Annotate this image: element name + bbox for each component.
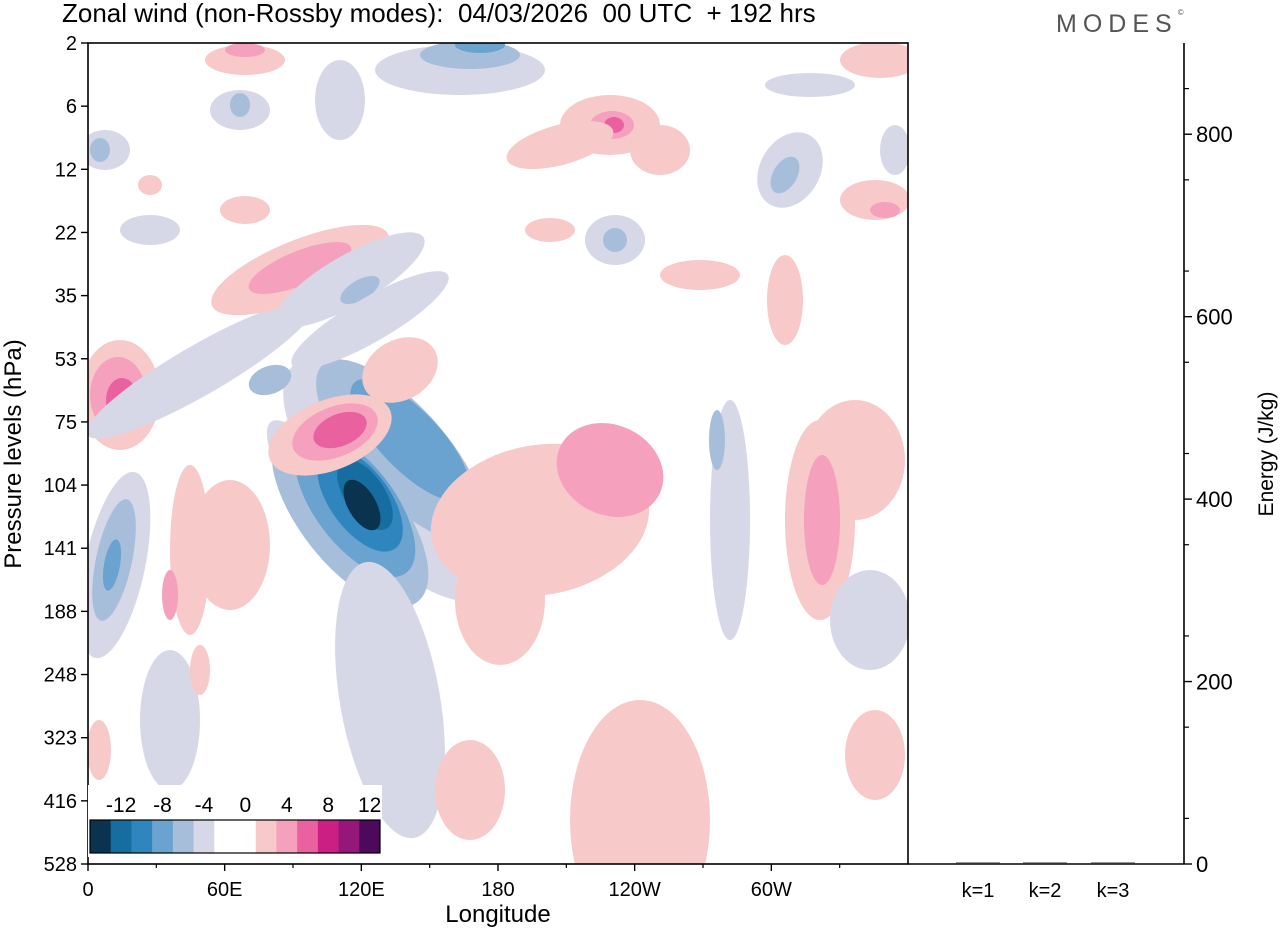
x-tick-label: 120W: [609, 879, 661, 901]
energy-tick-label: 800: [1196, 122, 1233, 147]
y-tick-label: 6: [66, 96, 77, 118]
energy-category-label: k=1: [962, 880, 995, 902]
colorbar-swatch: [152, 820, 173, 853]
colorbar-swatch: [359, 820, 380, 853]
energy-category-label: k=3: [1097, 880, 1130, 902]
y-tick-label: 188: [44, 601, 77, 623]
westerly-contour-level-1: [435, 740, 505, 840]
easterly-contour-level-2: [603, 228, 627, 252]
colorbar-swatch: [90, 820, 111, 853]
y-tick-label: 2: [66, 33, 77, 55]
colorbar-swatch: [173, 820, 194, 853]
colorbar-swatch: [339, 820, 360, 853]
colorbar-swatch: [256, 820, 277, 853]
westerly-contour-level-2: [162, 570, 178, 620]
y-tick-label: 35: [55, 286, 77, 308]
colorbar-label: 4: [281, 794, 293, 817]
energy-tick-label: 200: [1196, 670, 1233, 695]
y-tick-label: 22: [55, 222, 77, 244]
easterly-contour-level-1: [830, 570, 910, 670]
easterly-contour-level-1: [120, 215, 180, 245]
figure: 2 6 12 22 35 53 75 104 141 188 248 323 416 528 0 60E 12…: [0, 0, 1280, 930]
colorbar-label: -12: [106, 794, 136, 817]
y-tick-label: 12: [55, 159, 77, 181]
colorbar-swatch: [318, 820, 339, 853]
energy-bar: [1023, 863, 1067, 865]
colorbar-swatch: [111, 820, 132, 853]
westerly-contour-level-2: [870, 202, 900, 218]
y-tick-label: 528: [44, 854, 77, 876]
y-tick-label: 53: [55, 349, 77, 371]
energy-tick-label: 600: [1196, 305, 1233, 330]
westerly-contour-level-1: [767, 255, 803, 345]
x-axis: 0 60E 120E 180 120W 60W: [82, 864, 839, 901]
westerly-contour-level-1: [138, 175, 162, 195]
x-axis-label: Longitude: [445, 901, 550, 928]
y-tick-label: 104: [44, 475, 77, 497]
energy-bars: k=1 k=2 k=3: [956, 863, 1135, 903]
westerly-contour-level-2: [804, 455, 840, 585]
colorbar-swatch: [276, 820, 297, 853]
westerly-contour-level-1: [87, 720, 111, 780]
y-axis-label: Pressure levels (hPa): [0, 339, 27, 568]
colorbar-swatch: [194, 820, 215, 853]
easterly-contour-level-3: [455, 37, 505, 53]
colorbar: -12 -8 -4 0 4 8 12: [88, 785, 382, 857]
y-tick-label: 248: [44, 665, 77, 687]
colorbar-swatch: [235, 820, 256, 853]
easterly-contour-level-1: [315, 60, 365, 140]
y-tick-label: 323: [44, 728, 77, 750]
x-tick-label: 180: [481, 879, 514, 901]
energy-tick-label: 0: [1196, 852, 1208, 877]
easterly-contour-level-2: [90, 138, 110, 162]
colorbar-label: -8: [153, 794, 172, 817]
energy-tick-label: 400: [1196, 487, 1233, 512]
heatmap-panel: 2 6 12 22 35 53 75 104 141 188 248 323 416 528 0 60E 12…: [0, 33, 920, 930]
westerly-contour-level-2: [572, 438, 608, 462]
energy-axis: 0 200 400 600 800: [1184, 89, 1233, 877]
westerly-contour-level-1: [190, 480, 270, 610]
easterly-contour-level-1: [880, 125, 910, 175]
colorbar-label: 0: [240, 794, 252, 817]
westerly-contour-level-1: [525, 218, 575, 242]
easterly-contour-level-1: [765, 73, 855, 97]
westerly-contour-level-1: [660, 260, 740, 290]
y-tick-label: 141: [44, 538, 77, 560]
easterly-contour-level-2: [230, 93, 250, 117]
x-tick-label: 120E: [338, 879, 385, 901]
westerly-contour-level-2: [225, 43, 265, 57]
x-tick-label: 60E: [207, 879, 243, 901]
y-axis: 2 6 12 22 35 53 75 104 141 188 248 323 416 528: [44, 33, 88, 876]
colorbar-label: 8: [322, 794, 334, 817]
colorbar-swatch: [297, 820, 318, 853]
westerly-contour-level-1: [220, 196, 270, 224]
colorbar-swatch: [131, 820, 152, 853]
x-tick-label: 0: [82, 879, 93, 901]
x-tick-label: 60W: [751, 879, 792, 901]
energy-axis-label: Energy (J/kg): [1255, 392, 1278, 517]
y-tick-label: 75: [55, 412, 77, 434]
westerly-contour-level-1: [630, 125, 690, 175]
easterly-contour-level-2: [709, 410, 725, 470]
energy-panel: 0 200 400 600 800 k=1 k=2 k=3 Energy (J/kg): [908, 43, 1278, 902]
westerly-contour-level-1: [455, 535, 545, 665]
westerly-contour-level-1: [845, 710, 905, 800]
energy-bar: [956, 863, 1000, 865]
energy-bar: [1091, 863, 1135, 865]
colorbar-label: 12: [358, 794, 381, 817]
energy-category-label: k=2: [1029, 880, 1062, 902]
westerly-contour-level-1: [190, 645, 210, 695]
colorbar-label: -4: [195, 794, 214, 817]
y-tick-label: 416: [44, 791, 77, 813]
colorbar-swatch: [214, 820, 235, 853]
